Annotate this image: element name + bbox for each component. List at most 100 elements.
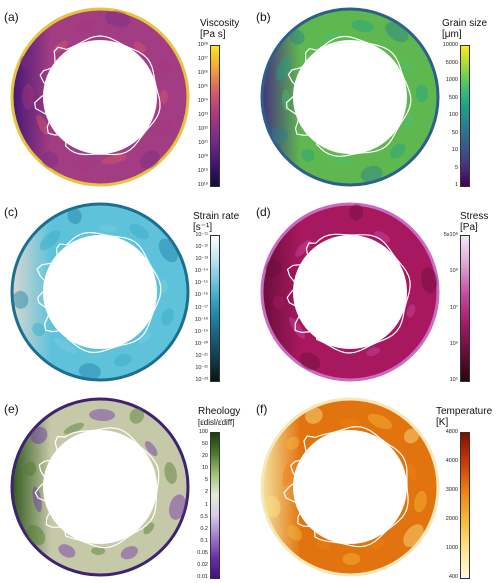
colorbar-tick-label: 10⁻¹² [195, 244, 208, 251]
mantle-feature [414, 490, 427, 513]
panel-label: (e) [4, 402, 19, 416]
mantle-feature [63, 422, 85, 435]
colorbar-tick-label: 10⁶ [449, 340, 458, 347]
colorbar-tick-label: 10⁻²³ [195, 377, 208, 383]
mantle-feature [78, 363, 101, 380]
colorbar-title-line2: [K] [436, 417, 449, 428]
contour-line [34, 35, 161, 156]
colorbar-tick-label: 10²² [198, 126, 208, 132]
mantle-ring-strain-rate [10, 202, 190, 382]
mantle-feature [349, 204, 364, 221]
colorbar-tick-label: 10²⁸ [197, 42, 208, 48]
mantle-feature [54, 337, 77, 354]
contour-line [34, 427, 160, 549]
mantle-feature [138, 332, 151, 344]
mantle-ring-viscosity [10, 7, 190, 187]
mantle-feature [143, 522, 155, 535]
colorbar-title: Stress [Pa] [460, 211, 488, 233]
colorbar-tick-label: 0.1 [200, 537, 208, 544]
colorbar-tick-label: 500 [448, 94, 458, 101]
contour-line [36, 231, 162, 354]
colorbar-tick-label: 0.01 [197, 574, 208, 580]
colorbar [210, 432, 220, 579]
panel-temperature: (f) Temperature [K] 4800 4000 3000 2000 1000… [250, 390, 500, 583]
mantle-feature [335, 357, 354, 370]
mantle-feature [158, 238, 178, 263]
colorbar-tick-label: 10⁵ [449, 377, 458, 383]
panel-label: (f) [256, 402, 268, 416]
mantle-feature [286, 436, 300, 450]
colorbar-tick-label: 100 [198, 429, 208, 435]
mantle-feature [26, 525, 46, 546]
colorbar-tick-label: 10⁻¹⁹ [194, 328, 208, 335]
core-region [293, 235, 407, 349]
mantle-feature [415, 84, 428, 103]
mantle-feature [295, 239, 312, 257]
core-region [43, 40, 157, 154]
mantle-feature [24, 461, 37, 476]
mantle-feature [169, 494, 186, 520]
mantle-feature [395, 333, 411, 349]
mantle-feature [161, 308, 175, 326]
mantle-feature [129, 408, 145, 424]
panel-stress: (d) Stress [Pa] 5x10⁸ 10⁸ 10⁷ 10⁶ 10⁵ [250, 195, 500, 390]
colorbar-tick-label: 10⁻²⁰ [194, 340, 208, 347]
panel-strain-rate: (c) Strain rate [s⁻¹] 10⁻¹¹ 10⁻¹² 10⁻¹³ 10⁻… [0, 195, 250, 390]
colorbar-title: Strain rate [s⁻¹] [193, 211, 239, 233]
colorbar-title-line2: [ε̇disl/ε̇diff] [198, 418, 235, 427]
mantle-feature [101, 154, 127, 165]
mantle-feature [406, 304, 416, 318]
mantle-feature [337, 419, 360, 428]
panel-label: (a) [4, 10, 19, 24]
mantle-feature [276, 56, 292, 82]
colorbar-tick-label: 10⁻²¹ [195, 352, 208, 359]
colorbar [460, 45, 470, 187]
colorbar-tick-label: 1000 [445, 77, 458, 83]
mantle-feature [305, 407, 323, 424]
colorbar [460, 432, 470, 579]
mantle-feature [73, 20, 95, 34]
colorbar-tick-label: 10⁻¹⁸ [194, 316, 208, 323]
mantle-feature [403, 428, 420, 444]
mantle-feature [372, 539, 386, 549]
mantle-feature [58, 544, 76, 558]
colorbar-tick-label: 10⁻¹⁷ [195, 304, 208, 311]
colorbar-tick-label: 10²⁵ [197, 84, 208, 90]
mantle-feature [22, 84, 34, 110]
colorbar-title-line1: Stress [460, 211, 489, 222]
mantle-feature [282, 89, 291, 112]
colorbar-tick-label: 10000 [442, 42, 458, 48]
colorbar-tick-label: 10⁻¹³ [195, 256, 208, 263]
mantle-feature [158, 57, 172, 75]
mantle-feature [32, 322, 45, 337]
colorbar-tick-label: 20 [201, 453, 208, 460]
colorbar-tick-label: 10⁷ [449, 304, 458, 311]
colorbar-tick-label: 10⁻¹⁴ [194, 268, 208, 275]
colorbar-tick-label: 10²⁰ [197, 154, 208, 160]
colorbar-title-line2: [μm] [442, 29, 462, 40]
colorbar-title-line2: [s⁻¹] [193, 222, 213, 233]
mantle-feature [287, 525, 302, 541]
mantle-ring-grain-size [260, 7, 440, 187]
colorbar-tick-label: 5 [204, 477, 208, 484]
colorbar-title-line1: Grain size [442, 18, 488, 29]
mantle-feature [316, 540, 330, 550]
colorbar-tick-label: 50 [451, 129, 458, 136]
colorbar-tick-label: 10⁻¹⁶ [194, 292, 208, 299]
mantle-feature [407, 462, 417, 481]
mantle-feature [351, 19, 374, 33]
colorbar-tick-label: 5000 [445, 59, 458, 66]
mantle-feature [39, 230, 61, 251]
contour-line [285, 35, 412, 157]
mantle-feature [403, 524, 424, 548]
colorbar [460, 235, 470, 382]
colorbar-tick-label: 10⁻¹⁵ [194, 280, 208, 287]
mantle-feature [271, 126, 288, 144]
colorbar-title: Rheology [ε̇disl/ε̇diff] [198, 406, 240, 428]
colorbar-tick-label: 10 [201, 465, 208, 472]
colorbar-title-line1: Viscosity [200, 18, 240, 29]
panel-viscosity: (a) Viscosity [Pa s] 10²⁸ 10²⁷ 10²⁶ 10²⁵ 10²… [0, 0, 250, 195]
colorbar-tick-label: 1 [204, 501, 208, 508]
colorbar-tick-label: 100 [448, 112, 458, 118]
colorbar-tick-label: 10²⁴ [197, 98, 208, 104]
